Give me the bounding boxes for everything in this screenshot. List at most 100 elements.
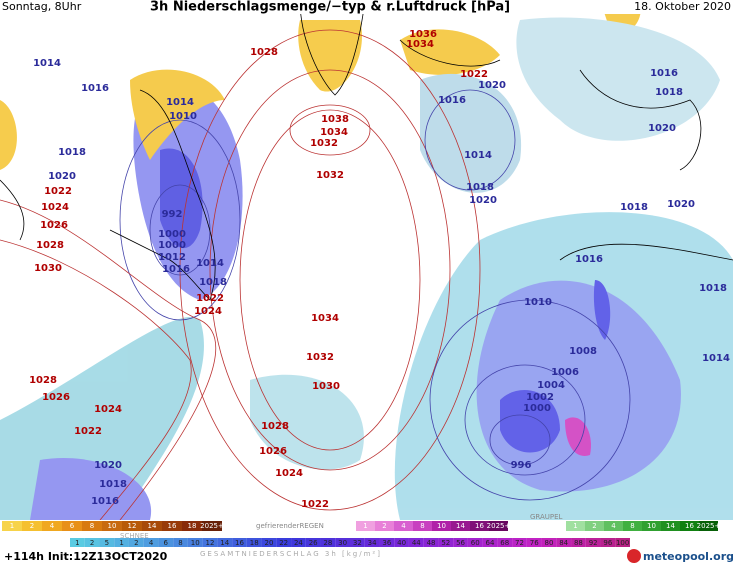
pressure-label: 1034 — [311, 313, 339, 324]
legend-step: 1 — [10, 522, 14, 530]
legend-swatch — [158, 538, 174, 547]
pressure-label: 1000 — [158, 240, 186, 251]
legend-swatch — [291, 538, 306, 547]
legend-swatch — [566, 521, 585, 531]
legend-swatch — [423, 538, 439, 547]
legend-swatch — [62, 521, 82, 531]
pressure-label: 1018 — [620, 202, 648, 213]
legend-swatch — [394, 538, 409, 547]
pressure-label: 1014 — [166, 97, 194, 108]
legend-step: 12 — [128, 522, 137, 530]
header-day: Sonntag, 8Uhr — [2, 0, 82, 13]
legend-step: 64 — [486, 539, 495, 547]
pressure-label: 1010 — [524, 297, 552, 308]
legend-swatch — [128, 538, 144, 547]
pressure-label: 1012 — [158, 252, 186, 263]
pressure-label: 1006 — [551, 367, 579, 378]
legend-step: 1 — [75, 539, 79, 547]
legend-step: 4 — [149, 539, 154, 547]
legend-step: 10 — [191, 539, 200, 547]
legend-step: 28 — [323, 539, 332, 547]
legend-step: 24 — [294, 539, 303, 547]
legend-step: 18 — [250, 539, 259, 547]
legend-swatch — [623, 521, 642, 531]
pressure-label: 1034 — [320, 127, 348, 138]
footer-run: +114h Init:12Z13OCT2020 — [4, 550, 168, 563]
pressure-label: 1018 — [58, 147, 86, 158]
legend-step: 2 — [134, 539, 138, 547]
legend-step: 100 — [616, 539, 629, 547]
legend-step: 44 — [412, 539, 421, 547]
pressure-label: 1018 — [99, 479, 127, 490]
pressure-label: 1026 — [40, 220, 68, 231]
legend-step: 4 — [401, 522, 406, 530]
footer-brand: meteopool.org — [643, 550, 733, 563]
legend-swatch — [413, 521, 432, 531]
legend-label: SCHNEE — [120, 532, 149, 540]
legend-swatch — [276, 538, 292, 547]
pressure-label: 1016 — [650, 68, 678, 79]
pressure-label: 1026 — [42, 392, 70, 403]
legend-swatch — [114, 538, 129, 547]
pressure-label: 1020 — [94, 460, 122, 471]
pressure-label: 996 — [511, 460, 532, 471]
pressure-label: 1032 — [306, 352, 334, 363]
legend-step: 48 — [427, 539, 436, 547]
legend-swatch — [142, 521, 162, 531]
pressure-label: 1018 — [199, 277, 227, 288]
legend-swatch — [246, 538, 262, 547]
legend-swatch — [335, 538, 350, 547]
legend-swatch — [2, 521, 22, 531]
legend-swatch — [143, 538, 159, 547]
pressure-label: 1024 — [194, 306, 222, 317]
pressure-label: 1028 — [261, 421, 289, 432]
legend-swatch — [615, 538, 630, 547]
legend-step: 2025+ — [200, 522, 224, 530]
pressure-label: 1022 — [44, 186, 72, 197]
legend-step: 2025+ — [487, 522, 511, 530]
pressure-label: 1030 — [312, 381, 340, 392]
pressure-label: 1010 — [169, 111, 197, 122]
pressure-label: 1020 — [648, 123, 676, 134]
legend: 1 2 4 6 8 10 12 14 16 18 2025+SCHNEEgefrierenderRE… — [2, 513, 720, 558]
legend-swatch — [82, 521, 102, 531]
legend-step: 1 — [573, 522, 577, 530]
pressure-label: 1016 — [575, 254, 603, 265]
pressure-label: 1016 — [91, 496, 119, 507]
header-date: 18. Oktober 2020 — [634, 0, 731, 13]
legend-swatch — [356, 521, 375, 531]
legend-step: 14 — [666, 522, 675, 530]
pressure-label: 1036 — [409, 29, 437, 40]
legend-step: 14 — [456, 522, 465, 530]
legend-step: 14 — [220, 539, 229, 547]
pressure-label: 1002 — [526, 392, 554, 403]
legend-step: 88 — [574, 539, 583, 547]
legend-swatch — [497, 538, 513, 547]
pressure-label: 1014 — [33, 58, 61, 69]
legend-swatch — [470, 521, 489, 531]
legend-step: 4 — [611, 522, 616, 530]
legend-label: gefrierenderREGEN — [256, 522, 324, 530]
pressure-label: 1022 — [460, 69, 488, 80]
legend-step: 10 — [647, 522, 656, 530]
pressure-label: 992 — [162, 209, 183, 220]
legend-swatch — [394, 521, 413, 531]
pressure-label: 1026 — [259, 446, 287, 457]
pressure-label: 1016 — [81, 83, 109, 94]
legend-step: 68 — [500, 539, 509, 547]
legend-step: 34 — [368, 539, 377, 547]
legend-step: 36 — [382, 539, 391, 547]
legend-step: 1 — [119, 539, 123, 547]
header-title: 3h Niederschlagsmenge/−typ & r.Luftdruck… — [150, 0, 510, 15]
pressure-label: 1020 — [48, 171, 76, 182]
legend-swatch — [182, 521, 202, 531]
legend-step: 2 — [592, 522, 596, 530]
pressure-label: 1022 — [301, 499, 329, 510]
pressure-label: 1018 — [466, 182, 494, 193]
legend-step: 10 — [437, 522, 446, 530]
legend-swatch — [350, 538, 365, 547]
legend-swatch — [162, 521, 182, 531]
legend-step: 6 — [70, 522, 75, 530]
legend-swatch — [642, 521, 661, 531]
legend-swatch — [364, 538, 380, 547]
